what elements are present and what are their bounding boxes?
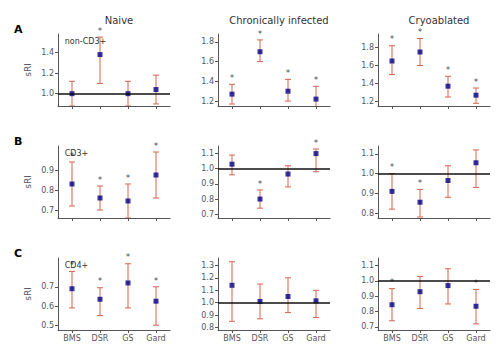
svg-text:*: * (258, 179, 263, 189)
svg-text:1.1: 1.1 (361, 149, 374, 158)
svg-text:*: * (70, 151, 75, 161)
svg-text:*: * (154, 141, 159, 151)
svg-text:0.9: 0.9 (41, 166, 54, 175)
svg-text:0.8: 0.8 (201, 195, 214, 204)
svg-text:0.8: 0.8 (361, 307, 374, 316)
svg-text:0.7: 0.7 (361, 322, 374, 331)
svg-text:1.1: 1.1 (201, 149, 214, 158)
svg-text:CD3+: CD3+ (65, 149, 89, 158)
svg-text:1.2: 1.2 (41, 69, 54, 78)
svg-text:0.5: 0.5 (41, 321, 54, 330)
svg-text:0.8: 0.8 (201, 323, 214, 332)
svg-text:*: * (474, 278, 479, 288)
svg-text:*: * (126, 252, 131, 262)
svg-text:*: * (390, 277, 395, 287)
svg-text:1.4: 1.4 (41, 48, 54, 57)
svg-text:1.2: 1.2 (201, 273, 214, 282)
svg-text:BMS: BMS (383, 334, 400, 343)
svg-text:BMS: BMS (63, 334, 80, 343)
svg-text:*: * (446, 65, 451, 75)
svg-text:Gard: Gard (306, 334, 325, 343)
svg-text:*: * (258, 29, 263, 39)
svg-text:GS: GS (282, 334, 293, 343)
svg-text:A: A (14, 23, 23, 36)
svg-text:1.3: 1.3 (201, 261, 214, 270)
svg-text:*: * (390, 162, 395, 172)
svg-text:1.0: 1.0 (41, 89, 54, 98)
svg-text:0.9: 0.9 (361, 189, 374, 198)
svg-text:sRI: sRI (23, 63, 33, 77)
svg-text:1.1: 1.1 (201, 286, 214, 295)
svg-text:*: * (314, 75, 319, 85)
svg-text:*: * (418, 178, 423, 188)
svg-text:*: * (70, 260, 75, 270)
svg-text:GS: GS (122, 334, 133, 343)
svg-text:*: * (474, 77, 479, 87)
svg-text:0.9: 0.9 (201, 311, 214, 320)
svg-text:1.2: 1.2 (201, 97, 214, 106)
svg-text:0.8: 0.8 (361, 209, 374, 218)
svg-text:1.4: 1.4 (361, 79, 374, 88)
svg-text:*: * (390, 34, 395, 44)
svg-text:1.2: 1.2 (361, 97, 374, 106)
svg-text:*: * (230, 73, 235, 83)
svg-text:DSR: DSR (412, 334, 429, 343)
svg-text:B: B (14, 135, 22, 148)
svg-text:*: * (418, 27, 423, 37)
svg-text:0.7: 0.7 (201, 210, 214, 219)
svg-text:C: C (14, 247, 22, 260)
svg-text:*: * (154, 276, 159, 286)
svg-text:1.0: 1.0 (201, 298, 214, 307)
svg-text:1.8: 1.8 (361, 43, 374, 52)
svg-text:1.0: 1.0 (361, 276, 374, 285)
svg-text:0.9: 0.9 (361, 292, 374, 301)
svg-text:Gard: Gard (466, 334, 485, 343)
svg-text:Gard: Gard (146, 334, 165, 343)
svg-text:0.7: 0.7 (41, 282, 54, 291)
svg-text:non-CD3+: non-CD3+ (64, 36, 107, 46)
svg-text:sRI: sRI (23, 287, 33, 301)
svg-text:Naive: Naive (105, 15, 133, 26)
svg-text:1.1: 1.1 (361, 261, 374, 270)
svg-text:*: * (98, 175, 103, 185)
svg-text:1.8: 1.8 (201, 37, 214, 46)
svg-text:Chronically infected: Chronically infected (229, 15, 328, 26)
svg-text:Cryoablated: Cryoablated (409, 15, 470, 26)
svg-text:*: * (314, 138, 319, 148)
svg-text:*: * (98, 26, 103, 36)
svg-text:CD4+: CD4+ (65, 261, 89, 270)
svg-text:*: * (126, 173, 131, 183)
svg-text:DSR: DSR (92, 334, 109, 343)
svg-text:*: * (286, 68, 291, 78)
svg-text:0.9: 0.9 (201, 179, 214, 188)
svg-text:1.4: 1.4 (201, 77, 214, 86)
svg-text:0.7: 0.7 (41, 206, 54, 215)
svg-text:*: * (98, 276, 103, 286)
svg-text:DSR: DSR (252, 334, 269, 343)
svg-text:0.6: 0.6 (41, 302, 54, 311)
svg-text:BMS: BMS (223, 334, 240, 343)
svg-text:1.0: 1.0 (201, 164, 214, 173)
svg-text:1.6: 1.6 (361, 61, 374, 70)
svg-text:GS: GS (442, 334, 453, 343)
svg-text:sRI: sRI (23, 175, 33, 189)
svg-text:1.6: 1.6 (201, 57, 214, 66)
svg-text:1.0: 1.0 (361, 169, 374, 178)
svg-text:0.8: 0.8 (41, 186, 54, 195)
